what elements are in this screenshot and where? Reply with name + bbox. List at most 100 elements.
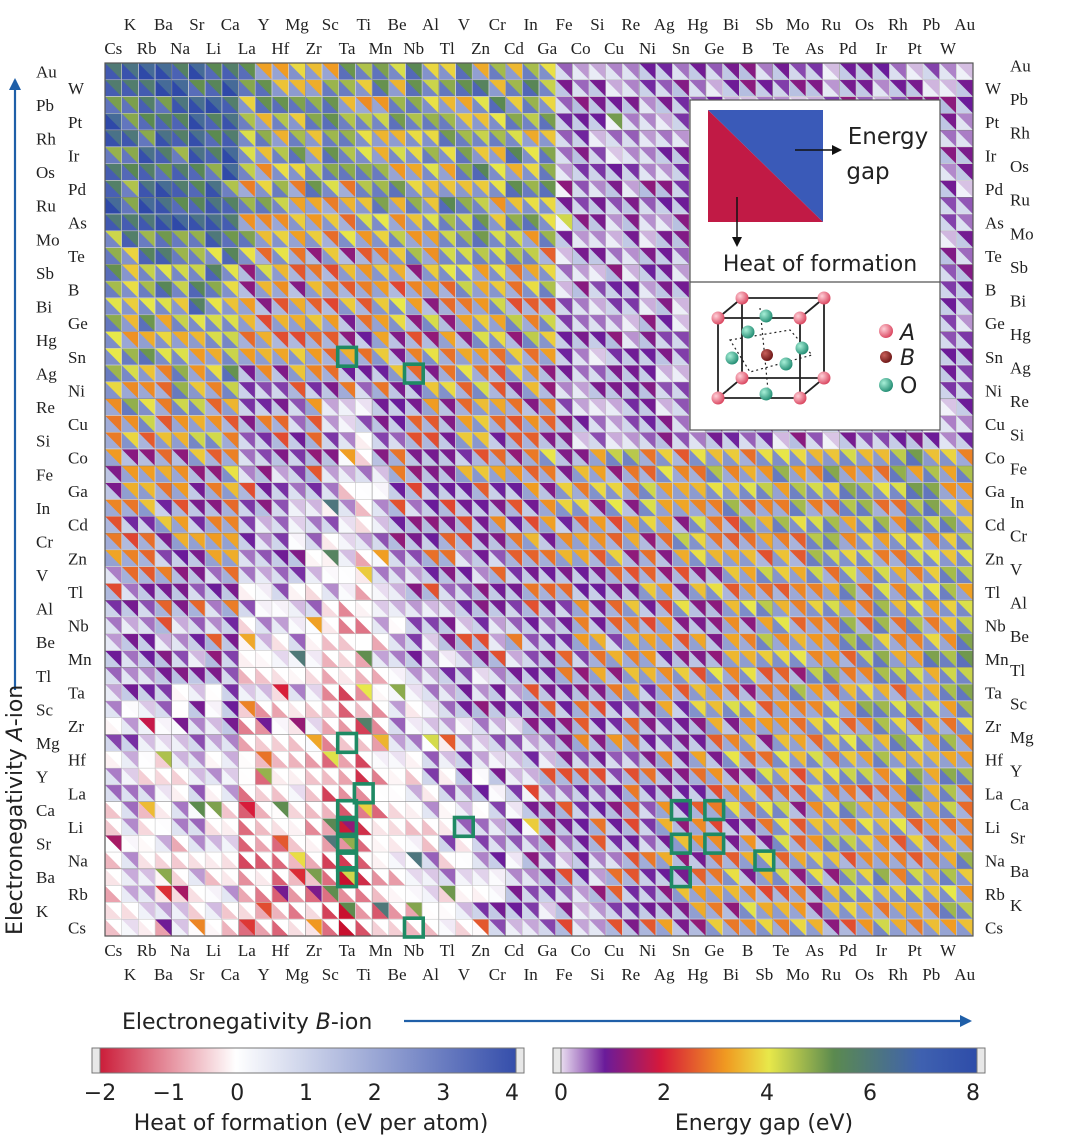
heatmap-cell	[138, 129, 156, 148]
heatmap-cell	[572, 314, 590, 332]
heatmap-cell	[371, 902, 390, 920]
heatmap-cell	[104, 885, 122, 903]
heatmap-cell	[555, 868, 573, 886]
heatmap-cell	[622, 767, 640, 786]
heatmap-cell	[154, 566, 173, 584]
heatmap-cell	[956, 415, 974, 433]
heatmap-cell	[655, 667, 673, 685]
heatmap-cell	[555, 751, 573, 769]
heatmap-cell	[371, 113, 390, 131]
heatmap-cell	[839, 633, 857, 651]
heatmap-cell	[154, 717, 173, 735]
heatmap-cell	[505, 448, 523, 467]
heatmap-cell	[238, 918, 256, 937]
heatmap-cell	[688, 499, 707, 517]
top-tick-label: Ti	[356, 15, 371, 34]
heatmap-cell	[956, 885, 974, 903]
heatmap-cell	[672, 465, 690, 484]
colorbar-tick-label: 6	[863, 1081, 877, 1106]
colorbar-tick-label: 0	[230, 1081, 244, 1106]
heatmap-cell	[939, 314, 957, 332]
heatmap-cell	[522, 264, 540, 282]
heatmap-cell	[104, 549, 122, 567]
heatmap-cell	[121, 599, 139, 618]
heatmap-cell	[338, 146, 356, 165]
heatmap-cell	[238, 264, 256, 282]
heatmap-cell	[805, 432, 824, 450]
heatmap-cell	[939, 650, 957, 668]
heatmap-cell	[455, 566, 473, 584]
heatmap-cell	[221, 650, 239, 668]
heatmap-cell	[839, 683, 857, 702]
heatmap-cell	[305, 885, 323, 903]
heatmap-cell	[622, 583, 640, 601]
heatmap-cell	[171, 96, 189, 114]
heatmap-cell	[855, 79, 874, 97]
heatmap-cell	[505, 146, 523, 165]
heatmap-cell	[138, 633, 156, 651]
heatmap-cell	[672, 197, 690, 215]
heatmap-cell	[622, 364, 640, 383]
heatmap-cell	[171, 415, 189, 433]
heatmap-cell	[104, 499, 122, 517]
heatmap-cell	[288, 499, 306, 517]
heatmap-cell	[138, 532, 156, 551]
heatmap-cell	[221, 633, 239, 651]
heatmap-cell	[388, 583, 406, 601]
heatmap-cell	[939, 348, 957, 366]
heatmap-cell	[238, 79, 256, 97]
left-tick-label: Sb	[36, 264, 54, 283]
heatmap-cell	[488, 314, 506, 332]
heatmap-cell	[638, 751, 657, 769]
heatmap-cell	[538, 650, 556, 668]
heatmap-cell	[455, 247, 473, 265]
heatmap-cell	[271, 902, 289, 920]
heatmap-cell	[488, 113, 506, 131]
heatmap-cell	[254, 465, 273, 484]
heatmap-cell	[956, 818, 974, 836]
heatmap-cell	[355, 398, 373, 416]
heatmap-cell	[872, 532, 890, 551]
heatmap-cell	[371, 348, 390, 366]
heatmap-cell	[271, 851, 289, 870]
heatmap-cell	[388, 834, 406, 853]
heatmap-cell	[338, 918, 356, 937]
heatmap-cell	[789, 79, 807, 97]
colorbar-tick-label: −1	[152, 1081, 184, 1106]
right-tick-label: Cr	[1010, 527, 1027, 546]
heatmap-cell	[421, 801, 440, 819]
heatmap-cell	[739, 918, 757, 937]
heatmap-cell	[705, 566, 723, 584]
heatmap-cell	[555, 113, 573, 131]
heatmap-cell	[839, 801, 857, 819]
heatmap-cell	[204, 213, 223, 232]
heatmap-cell	[288, 751, 306, 769]
heatmap-cell	[538, 79, 556, 97]
heatmap-cell	[739, 801, 757, 819]
heatmap-cell	[722, 465, 740, 484]
heatmap-cell	[471, 532, 490, 551]
heatmap-cell	[572, 146, 590, 165]
heatmap-cell	[555, 398, 573, 416]
heatmap-cell	[388, 247, 406, 265]
heatmap-cell	[488, 868, 506, 886]
heatmap-cell	[455, 113, 473, 131]
heatmap-cell	[221, 583, 239, 601]
heatmap-cell	[371, 566, 390, 584]
heatmap-cell	[855, 868, 874, 886]
heatmap-cell	[522, 247, 540, 265]
heatmap-cell	[438, 96, 456, 114]
right-tick-label: Sr	[1010, 829, 1025, 848]
heatmap-cell	[772, 918, 790, 937]
heatmap-cell	[722, 667, 740, 685]
heatmap-cell	[121, 331, 139, 349]
heatmap-cell	[104, 667, 122, 685]
heatmap-cell	[538, 348, 556, 366]
heatmap-cell	[505, 751, 523, 769]
heatmap-cell	[338, 616, 356, 635]
heatmap-cell	[188, 482, 206, 500]
heatmap-cell	[455, 784, 473, 802]
bottom-tick-label: Au	[954, 965, 975, 984]
heatmap-cell	[488, 297, 506, 316]
heatmap-cell	[622, 264, 640, 282]
